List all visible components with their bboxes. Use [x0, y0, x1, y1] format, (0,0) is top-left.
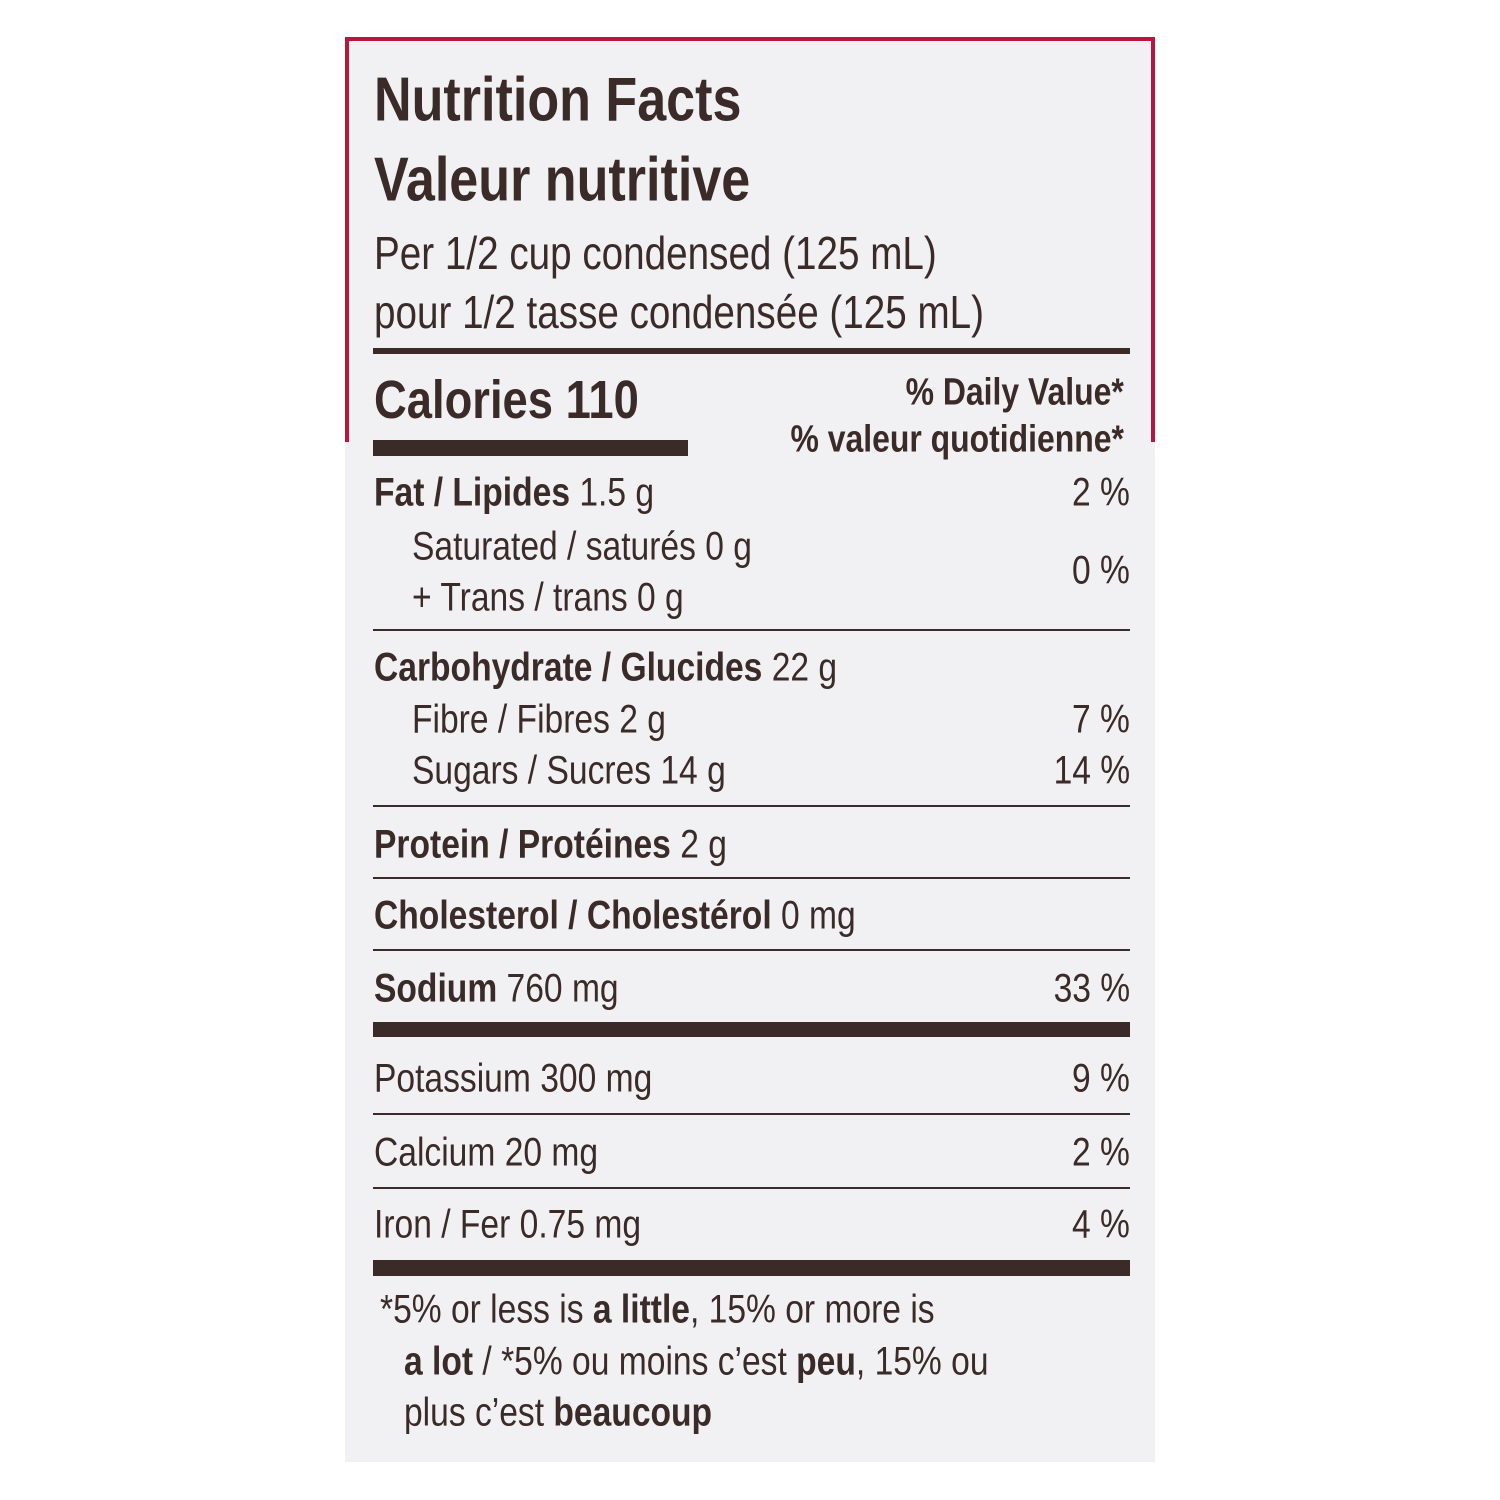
- footnote-text: a lot: [404, 1339, 474, 1384]
- nutrient-dv: 4 %: [1072, 1202, 1130, 1247]
- footnote-text: peu: [796, 1339, 856, 1384]
- nutrient-row: Carbohydrate / Glucides 22 g: [374, 646, 837, 691]
- nutrient-amount: 22 g: [771, 645, 838, 690]
- nutrient-name: Cholesterol / Cholestérol: [374, 893, 772, 938]
- nutrient-dv: 33 %: [1053, 966, 1130, 1011]
- rule: [373, 440, 688, 456]
- nutrient-amount: 0 mg: [781, 893, 856, 938]
- nutrient-row: Fat / Lipides 1.5 g: [374, 471, 654, 516]
- serving: Per 1/2 cup condensed (125 mL): [374, 227, 937, 279]
- nutrient-name: Saturated / saturés 0 g: [412, 524, 752, 569]
- nutrient-amount: 2 g: [680, 822, 727, 867]
- rule: [373, 1022, 1130, 1037]
- footnote-text: *5% or less is: [380, 1287, 593, 1332]
- label-panel: [345, 37, 1155, 1462]
- rule: [373, 1260, 1130, 1276]
- calories: Calories 110: [374, 369, 639, 431]
- daily-value-header: % Daily Value*: [905, 371, 1124, 414]
- rule: [373, 348, 1130, 354]
- title: Valeur nutritive: [374, 145, 751, 215]
- nutrient-name: Protein / Protéines: [374, 822, 671, 867]
- nutrient-name: Fibre / Fibres 2 g: [412, 697, 666, 742]
- rule: [373, 629, 1130, 631]
- rule: [373, 1187, 1130, 1189]
- footnote-text: , 15% or more is: [689, 1287, 935, 1332]
- nutrient-name: Potassium 300 mg: [374, 1056, 653, 1101]
- nutrient-name: Sodium: [374, 966, 498, 1011]
- rule: [373, 877, 1130, 879]
- calories-label: Calories: [374, 370, 554, 430]
- nutrient-amount: 760 mg: [506, 966, 619, 1011]
- footnote-text: , 15% ou: [855, 1339, 989, 1384]
- footnote-line: a lot / *5% ou moins c’est peu, 15% ou: [404, 1340, 989, 1385]
- nutrient-name: + Trans / trans 0 g: [412, 575, 684, 620]
- daily-value-header: % valeur quotidienne*: [790, 418, 1124, 461]
- nutrient-dv: 0 %: [1072, 548, 1130, 593]
- rule: [373, 949, 1130, 951]
- package-border: [345, 37, 1155, 442]
- nutrient-dv: 2 %: [1072, 470, 1130, 515]
- footnote-line: *5% or less is a little, 15% or more is: [380, 1288, 935, 1333]
- nutrient-dv: 7 %: [1072, 697, 1130, 742]
- nutrient-name: Carbohydrate / Glucides: [374, 645, 763, 690]
- rule: [373, 805, 1130, 807]
- nutrient-row: Protein / Protéines 2 g: [374, 823, 727, 868]
- nutrient-name: Calcium 20 mg: [374, 1130, 599, 1175]
- nutrient-row: Sodium 760 mg: [374, 967, 619, 1012]
- nutrient-dv: 9 %: [1072, 1056, 1130, 1101]
- nutrient-amount: 1.5 g: [579, 470, 655, 515]
- nutrient-name: Fat / Lipides: [374, 470, 571, 515]
- nutrient-name: Sugars / Sucres 14 g: [412, 748, 726, 793]
- rule: [373, 1113, 1130, 1115]
- footnote-line: plus c’est beaucoup: [404, 1391, 712, 1436]
- footnote-text: / *5% ou moins c’est: [473, 1339, 797, 1384]
- nutrient-dv: 14 %: [1053, 748, 1130, 793]
- footnote-text: plus c’est: [404, 1390, 554, 1435]
- nutrient-name: Iron / Fer 0.75 mg: [374, 1202, 642, 1247]
- nutrient-dv: 2 %: [1072, 1130, 1130, 1175]
- title: Nutrition Facts: [374, 65, 742, 135]
- serving: pour 1/2 tasse condensée (125 mL): [374, 286, 985, 338]
- calories-value: 110: [565, 370, 639, 430]
- footnote-text: a little: [592, 1287, 690, 1332]
- footnote-text: beaucoup: [553, 1390, 713, 1435]
- nutrient-row: Cholesterol / Cholestérol 0 mg: [374, 894, 856, 939]
